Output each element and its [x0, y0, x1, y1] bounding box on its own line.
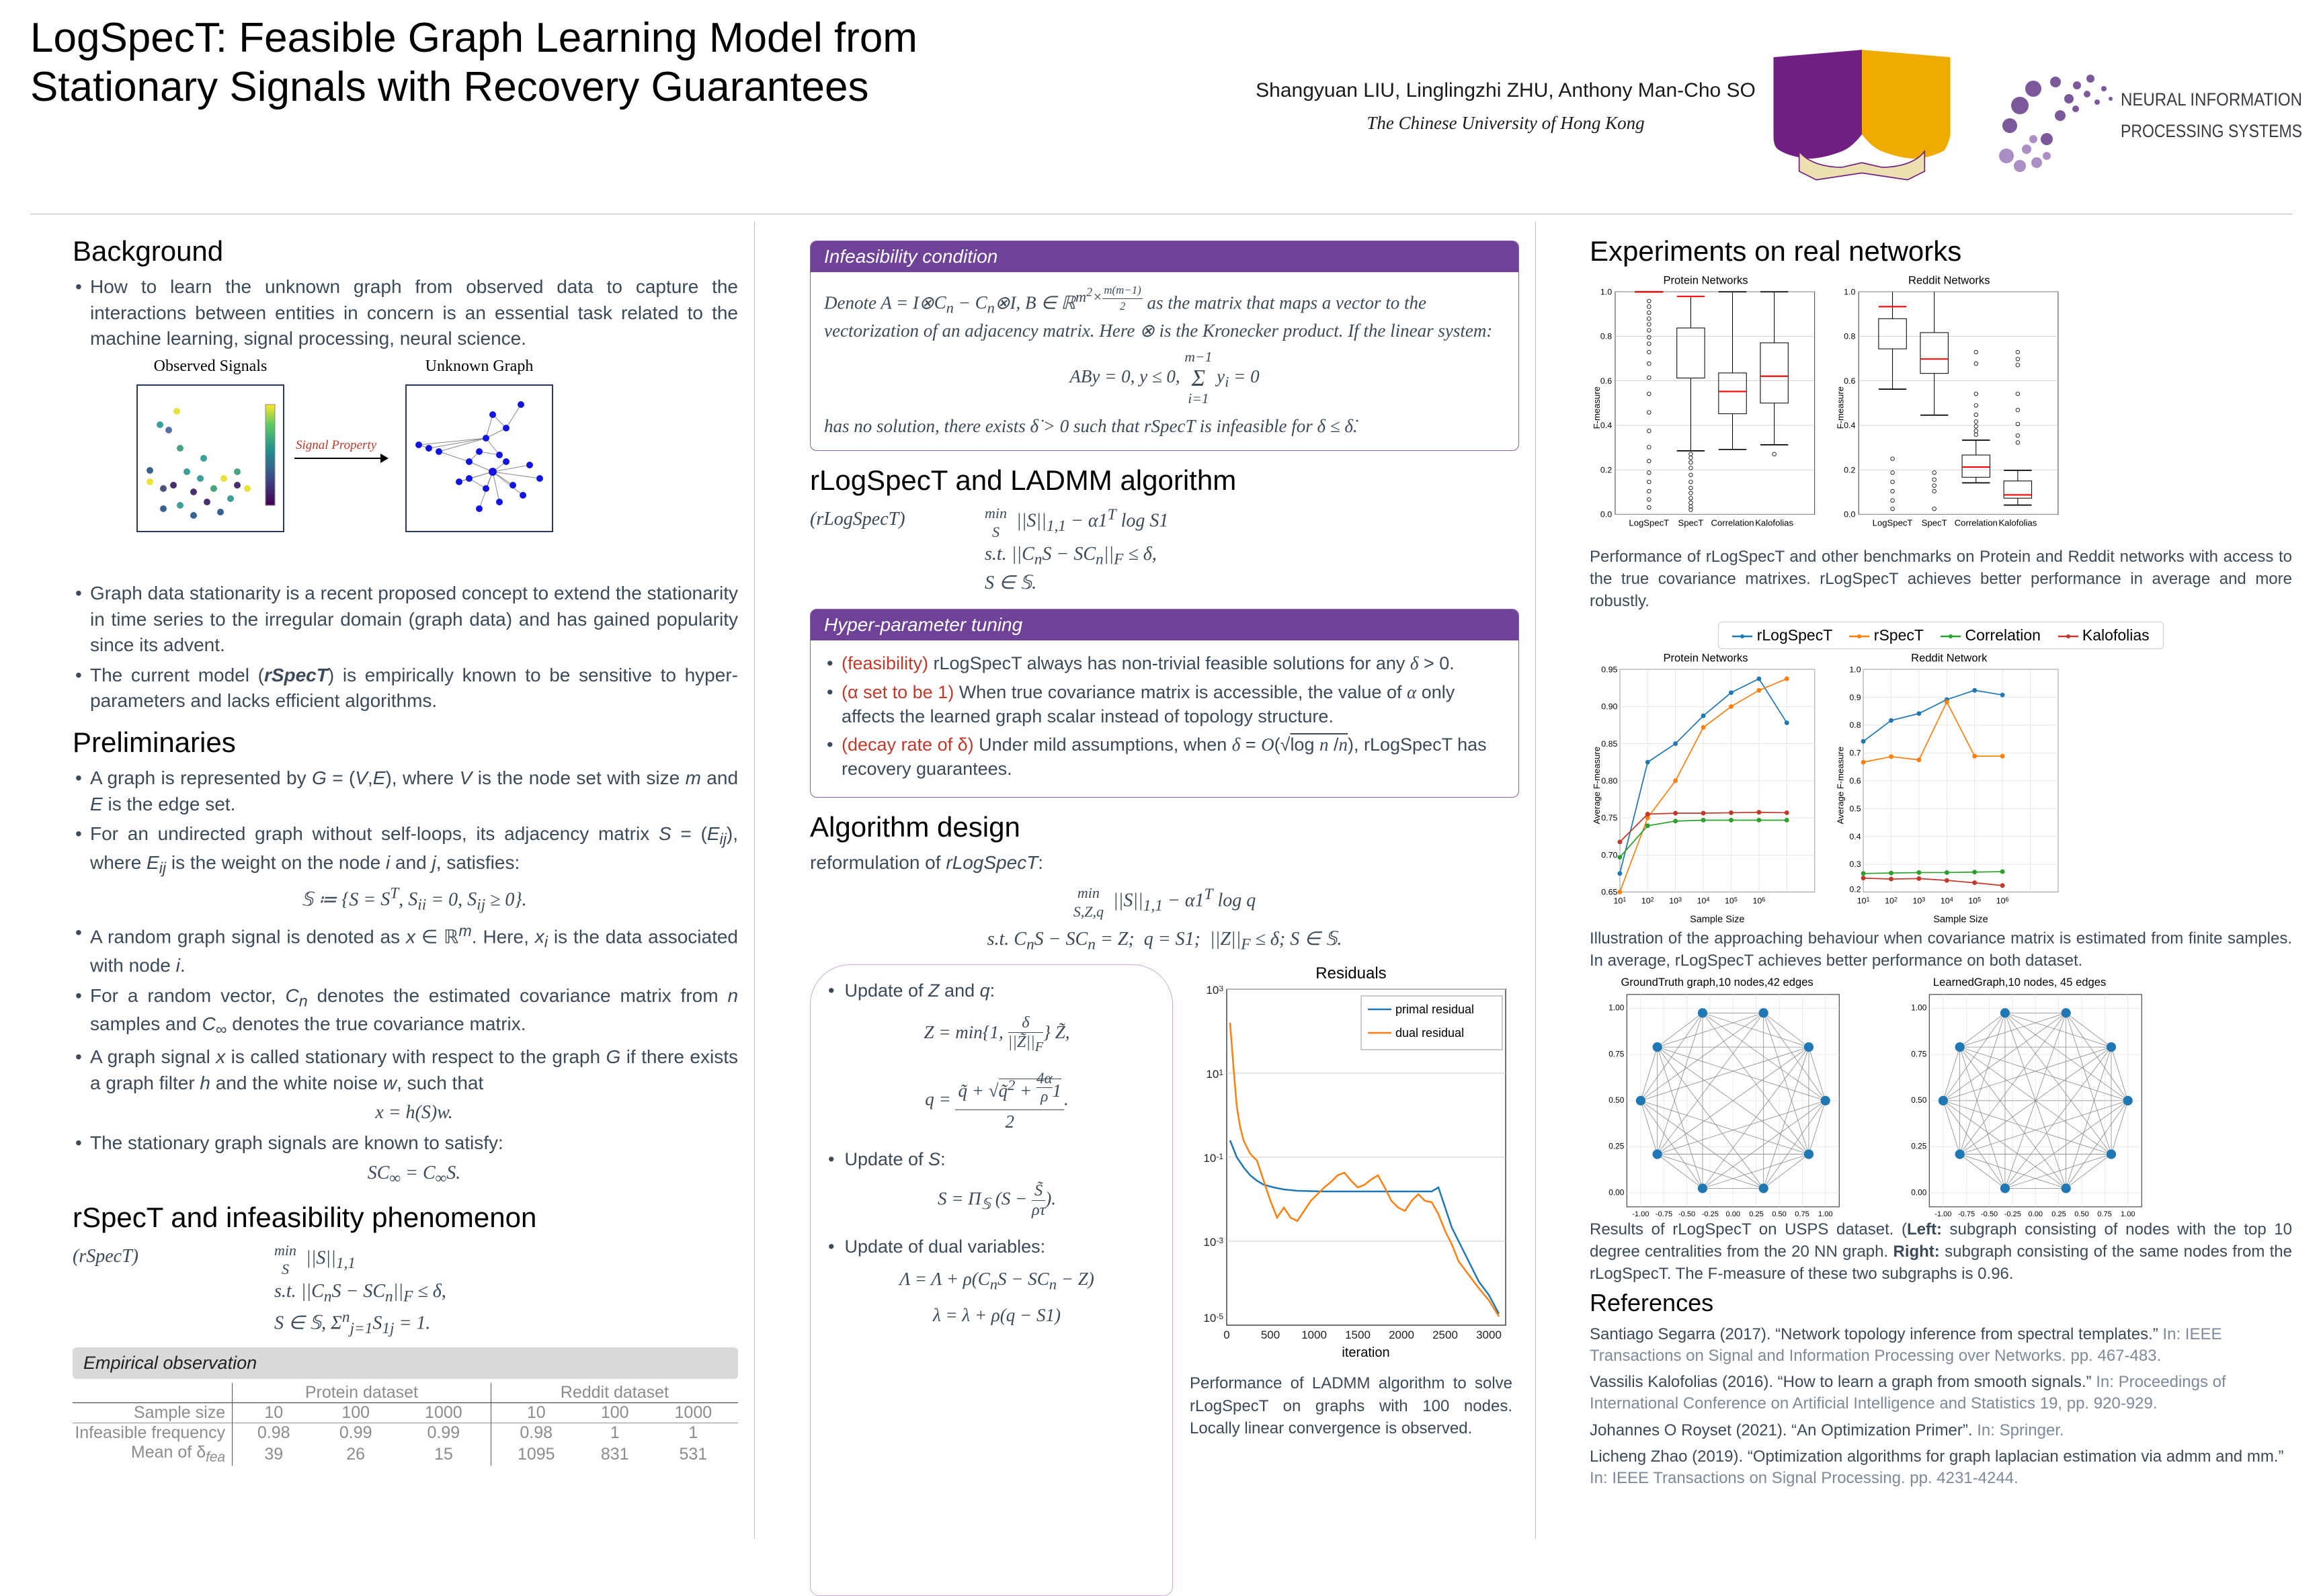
svg-text:0.2: 0.2	[1849, 885, 1861, 894]
svg-text:3000: 3000	[1476, 1329, 1502, 1341]
svg-text:1.00: 1.00	[1911, 1003, 1926, 1012]
svg-text:105: 105	[1725, 896, 1738, 906]
svg-text:1.0: 1.0	[1600, 287, 1612, 296]
svg-text:0.80: 0.80	[1601, 776, 1617, 786]
svg-text:0.75: 0.75	[1601, 813, 1617, 823]
svg-text:0.2: 0.2	[1844, 465, 1855, 474]
svg-text:1.00: 1.00	[1818, 1210, 1833, 1218]
svg-text:SpecT: SpecT	[1922, 518, 1947, 528]
svg-text:105: 105	[1968, 896, 1981, 906]
svg-text:102: 102	[1885, 896, 1898, 906]
svg-text:0: 0	[1223, 1329, 1229, 1341]
svg-text:0.85: 0.85	[1601, 739, 1617, 749]
svg-text:0.00: 0.00	[1911, 1187, 1926, 1197]
svg-text:0.0: 0.0	[1600, 510, 1612, 519]
svg-text:0.4: 0.4	[1844, 421, 1855, 430]
svg-text:-1.00: -1.00	[1934, 1210, 1951, 1218]
svg-text:0.75: 0.75	[1911, 1049, 1926, 1058]
svg-text:0.6: 0.6	[1844, 376, 1855, 386]
svg-text:104: 104	[1697, 896, 1710, 906]
svg-text:0.6: 0.6	[1600, 376, 1612, 386]
svg-text:0.50: 0.50	[1608, 1095, 1624, 1105]
svg-text:0.0: 0.0	[1844, 510, 1855, 519]
svg-text:0.00: 0.00	[1726, 1210, 1741, 1218]
svg-text:103: 103	[1912, 896, 1925, 906]
svg-text:LogSpecT: LogSpecT	[1873, 518, 1913, 528]
svg-text:SpecT: SpecT	[1678, 518, 1703, 528]
svg-text:-0.75: -0.75	[1656, 1210, 1672, 1218]
svg-text:-0.25: -0.25	[2004, 1210, 2021, 1218]
svg-text:LogSpecT: LogSpecT	[1629, 518, 1669, 528]
svg-text:0.4: 0.4	[1600, 421, 1612, 430]
svg-text:101: 101	[1613, 896, 1626, 906]
svg-text:1.00: 1.00	[2121, 1210, 2135, 1218]
svg-text:0.3: 0.3	[1849, 859, 1861, 869]
svg-text:1.0: 1.0	[1844, 287, 1855, 296]
svg-text:2000: 2000	[1389, 1329, 1414, 1341]
svg-text:1.0: 1.0	[1849, 665, 1861, 675]
svg-text:0.00: 0.00	[1608, 1187, 1624, 1197]
svg-text:10-5: 10-5	[1203, 1312, 1223, 1325]
svg-text:Sample Size: Sample Size	[1690, 915, 1744, 925]
svg-text:Kalofolias: Kalofolias	[1755, 518, 1793, 528]
svg-text:0.2: 0.2	[1600, 465, 1612, 474]
svg-text:0.90: 0.90	[1601, 702, 1617, 712]
svg-text:10-1: 10-1	[1203, 1152, 1223, 1165]
svg-text:0.8: 0.8	[1844, 332, 1855, 341]
svg-text:106: 106	[1752, 896, 1765, 906]
svg-text:0.4: 0.4	[1849, 832, 1861, 841]
svg-text:103: 103	[1669, 896, 1682, 906]
svg-text:iteration: iteration	[1342, 1345, 1389, 1360]
svg-text:F-measure: F-measure	[1592, 386, 1602, 429]
svg-text:0.50: 0.50	[1911, 1095, 1926, 1105]
svg-text:0.75: 0.75	[1795, 1210, 1809, 1218]
svg-text:500: 500	[1261, 1329, 1280, 1341]
svg-text:0.50: 0.50	[1772, 1210, 1787, 1218]
svg-text:-0.50: -0.50	[1981, 1210, 1998, 1218]
svg-text:0.25: 0.25	[2051, 1210, 2066, 1218]
svg-text:Correlation: Correlation	[1711, 518, 1754, 528]
svg-text:-0.75: -0.75	[1958, 1210, 1975, 1218]
svg-text:0.00: 0.00	[2029, 1210, 2043, 1218]
svg-text:Signal Property: Signal Property	[296, 438, 377, 452]
svg-text:-0.25: -0.25	[1702, 1210, 1719, 1218]
svg-text:0.25: 0.25	[1749, 1210, 1764, 1218]
svg-text:Average F-measure: Average F-measure	[1835, 747, 1845, 825]
svg-text:0.5: 0.5	[1849, 804, 1861, 814]
svg-text:0.8: 0.8	[1600, 332, 1612, 341]
svg-text:0.9: 0.9	[1849, 693, 1861, 702]
svg-text:1000: 1000	[1301, 1329, 1327, 1341]
svg-text:Average F-measure: Average F-measure	[1592, 747, 1602, 825]
svg-text:103: 103	[1206, 986, 1223, 997]
svg-text:0.75: 0.75	[2097, 1210, 2112, 1218]
svg-text:0.50: 0.50	[2074, 1210, 2089, 1218]
svg-text:-0.50: -0.50	[1678, 1210, 1695, 1218]
svg-text:0.95: 0.95	[1601, 665, 1617, 675]
svg-text:Correlation: Correlation	[1955, 518, 1998, 528]
svg-text:Kalofolias: Kalofolias	[1998, 518, 2037, 528]
svg-text:101: 101	[1857, 896, 1870, 906]
svg-text:NEURAL INFORMATION: NEURAL INFORMATION	[2121, 89, 2302, 110]
svg-text:F-measure: F-measure	[1835, 386, 1845, 429]
svg-text:0.75: 0.75	[1608, 1049, 1624, 1058]
svg-text:1.00: 1.00	[1608, 1003, 1624, 1012]
svg-text:102: 102	[1641, 896, 1654, 906]
svg-text:Sample Size: Sample Size	[1933, 915, 1988, 925]
svg-text:101: 101	[1206, 1068, 1223, 1081]
svg-text:2500: 2500	[1432, 1329, 1458, 1341]
svg-text:0.25: 0.25	[1608, 1141, 1624, 1150]
svg-text:PROCESSING SYSTEMS: PROCESSING SYSTEMS	[2121, 121, 2302, 141]
svg-text:0.7: 0.7	[1849, 749, 1861, 758]
svg-text:104: 104	[1941, 896, 1953, 906]
svg-text:-1.00: -1.00	[1632, 1210, 1649, 1218]
svg-text:0.6: 0.6	[1849, 776, 1861, 786]
svg-text:dual residual: dual residual	[1395, 1026, 1464, 1040]
svg-text:106: 106	[1996, 896, 2009, 906]
svg-text:0.25: 0.25	[1911, 1141, 1926, 1150]
svg-text:0.70: 0.70	[1601, 851, 1617, 860]
svg-text:10-3: 10-3	[1203, 1236, 1223, 1249]
svg-text:0.8: 0.8	[1849, 720, 1861, 730]
svg-text:primal residual: primal residual	[1395, 1003, 1474, 1016]
svg-text:1500: 1500	[1345, 1329, 1371, 1341]
